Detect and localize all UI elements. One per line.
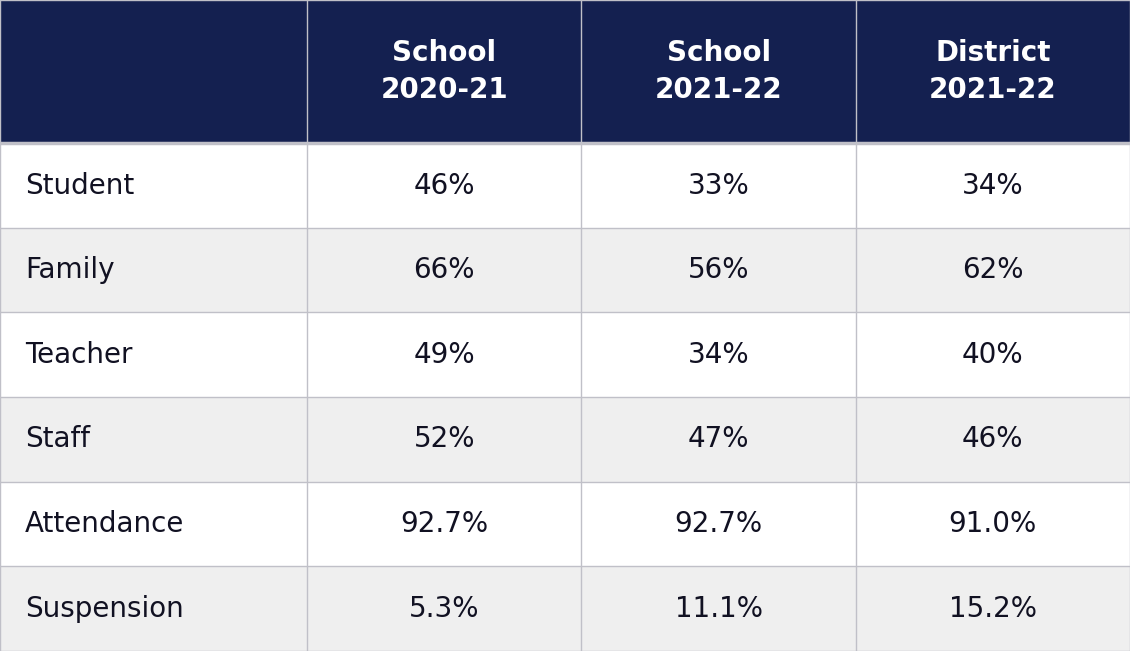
Text: 47%: 47% (688, 425, 749, 454)
Bar (0, 0, 307, 143)
Bar (582, 312, 855, 397)
Text: 62%: 62% (962, 256, 1024, 284)
Bar (855, 312, 1130, 397)
Bar (307, 482, 582, 566)
Bar (307, 228, 582, 312)
Text: 92.7%: 92.7% (400, 510, 488, 538)
Text: 15.2%: 15.2% (949, 594, 1037, 623)
Bar (0, 143, 307, 228)
Text: Teacher: Teacher (25, 340, 132, 369)
Text: Suspension: Suspension (25, 594, 183, 623)
Bar (0, 482, 307, 566)
Bar (582, 228, 855, 312)
Bar (582, 0, 855, 143)
Bar (855, 397, 1130, 482)
Text: District
2021-22: District 2021-22 (929, 39, 1057, 104)
Text: Student: Student (25, 171, 134, 200)
Bar (0, 312, 307, 397)
Bar (582, 482, 855, 566)
Bar (855, 482, 1130, 566)
Text: 5.3%: 5.3% (409, 594, 479, 623)
Bar (582, 397, 855, 482)
Bar (307, 397, 582, 482)
Bar (855, 228, 1130, 312)
Bar (0, 566, 307, 651)
Bar (855, 566, 1130, 651)
Bar (307, 566, 582, 651)
Bar (307, 143, 582, 228)
Text: School
2021-22: School 2021-22 (654, 39, 782, 104)
Text: Family: Family (25, 256, 114, 284)
Text: 91.0%: 91.0% (949, 510, 1037, 538)
Text: 66%: 66% (414, 256, 475, 284)
Text: 33%: 33% (688, 171, 749, 200)
Text: 56%: 56% (688, 256, 749, 284)
Bar (0, 397, 307, 482)
Bar (855, 0, 1130, 143)
Text: 92.7%: 92.7% (675, 510, 763, 538)
Text: Staff: Staff (25, 425, 90, 454)
Text: 34%: 34% (962, 171, 1024, 200)
Text: 52%: 52% (414, 425, 475, 454)
Text: 46%: 46% (962, 425, 1024, 454)
Bar (582, 143, 855, 228)
Text: 11.1%: 11.1% (675, 594, 763, 623)
Text: School
2020-21: School 2020-21 (381, 39, 508, 104)
Bar (0, 228, 307, 312)
Text: 49%: 49% (414, 340, 475, 369)
Text: 34%: 34% (688, 340, 749, 369)
Text: 40%: 40% (962, 340, 1024, 369)
Bar (307, 312, 582, 397)
Text: 46%: 46% (414, 171, 475, 200)
Bar (582, 566, 855, 651)
Bar (855, 143, 1130, 228)
Text: Attendance: Attendance (25, 510, 184, 538)
Bar (307, 0, 582, 143)
